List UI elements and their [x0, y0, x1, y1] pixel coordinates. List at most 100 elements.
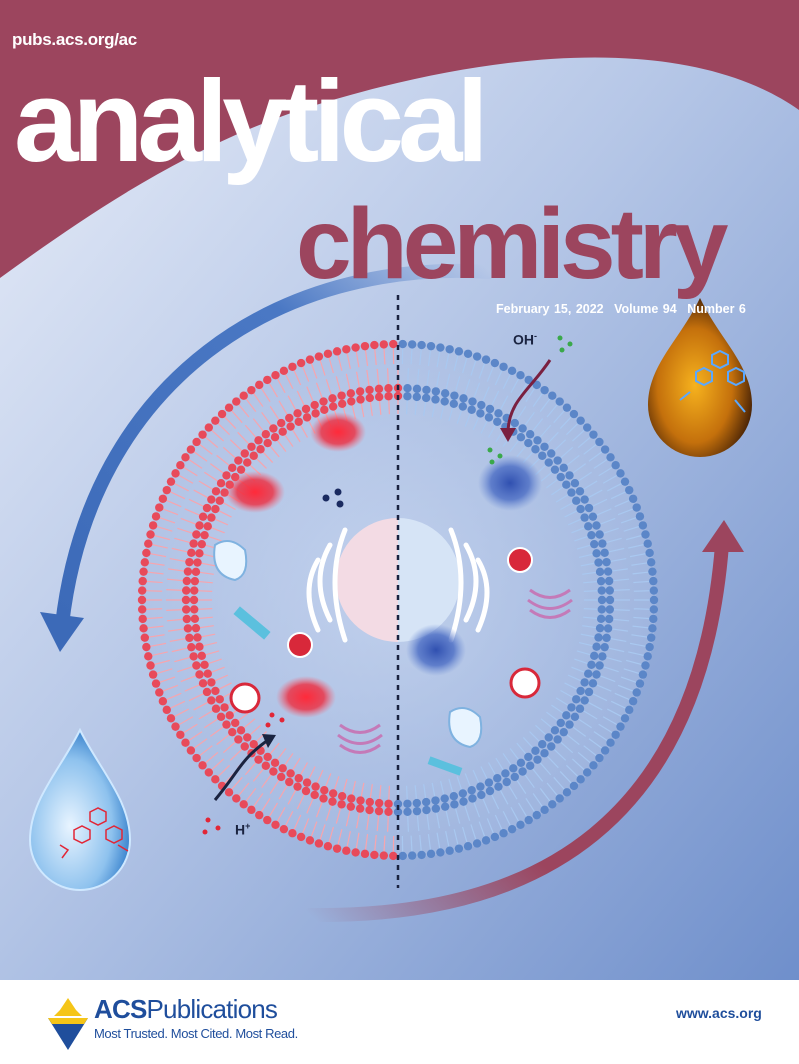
lipid-head: [494, 782, 503, 791]
lipid-head: [215, 496, 224, 505]
lipid-head: [598, 539, 607, 548]
lipid-head: [604, 614, 614, 624]
lipid-head: [365, 393, 375, 403]
lipid-head: [255, 380, 264, 390]
lipid-head: [532, 380, 541, 390]
lipid-head: [550, 726, 560, 735]
lipid-head: [207, 495, 216, 504]
lipid-head: [278, 764, 287, 773]
lipid-head: [192, 753, 201, 763]
lipid-head: [142, 548, 151, 558]
blue-dots: [322, 488, 344, 508]
lipid-head: [403, 799, 412, 808]
lipid-head: [638, 670, 648, 679]
lipid-head: [393, 799, 403, 809]
lipid-head: [370, 340, 379, 350]
lipid-head: [207, 513, 216, 522]
lipid-head: [151, 679, 161, 688]
lipid-head: [595, 530, 604, 539]
lipid-head: [485, 404, 495, 414]
lipid-head: [484, 778, 494, 787]
lipid-head: [181, 595, 191, 605]
lipid-head: [337, 391, 346, 400]
lipid-head: [436, 848, 445, 857]
lipid-head: [189, 652, 198, 661]
lipid-head: [516, 758, 526, 767]
lipid-head: [638, 521, 648, 530]
lipid-head: [193, 558, 202, 567]
lipid-head: [509, 764, 518, 773]
red-mitochondrion: [276, 676, 336, 718]
lipid-head: [481, 836, 491, 845]
lipid-head: [582, 768, 592, 777]
lipid-head: [548, 391, 557, 400]
lipid-head: [417, 340, 426, 350]
lipid-head: [228, 727, 237, 737]
lipid-head: [606, 738, 615, 747]
cover-illustration: [0, 0, 799, 980]
lipid-head: [370, 850, 379, 860]
lipid-head: [588, 512, 598, 521]
lipid-head: [490, 832, 500, 842]
lipid-head: [234, 456, 243, 465]
proton-text: H: [235, 821, 246, 838]
lipid-head: [476, 409, 485, 418]
lipid-head: [587, 660, 596, 670]
lipid-head: [211, 686, 220, 696]
lipid-head: [191, 567, 201, 577]
lipid-head: [278, 427, 287, 436]
lipid-head: [398, 851, 407, 861]
lipid-head: [279, 366, 289, 376]
lipid-head: [263, 815, 272, 825]
publisher-name: ACSPublications: [94, 994, 278, 1024]
lipid-head: [643, 539, 652, 548]
lipid-head: [595, 753, 604, 763]
lipid-head: [421, 393, 431, 403]
lipid-head: [236, 726, 246, 735]
lipid-head: [510, 418, 519, 428]
lipid-head: [389, 339, 398, 349]
lipid-head: [286, 769, 295, 778]
lipid-head: [533, 755, 542, 764]
hydroxide-charge: -: [534, 331, 537, 341]
blue-organelle: [478, 455, 542, 511]
lipid-head: [151, 512, 161, 521]
lipid-head: [440, 389, 450, 398]
website-link[interactable]: www.acs.org: [676, 1005, 762, 1021]
lipid-head: [247, 805, 256, 815]
lipid-head: [310, 790, 319, 800]
lipid-head: [641, 530, 650, 539]
lipid-head: [186, 746, 196, 755]
lipid-head: [374, 798, 384, 808]
lipid-head: [279, 824, 289, 834]
lipid-head: [138, 614, 147, 624]
lipid-head: [516, 820, 525, 829]
vacuole: [213, 540, 248, 582]
lipid-head: [166, 477, 176, 486]
lipid-head: [582, 423, 592, 432]
hydroxide-text: OH: [513, 331, 534, 348]
lipid-head: [628, 697, 638, 706]
lipid-head: [293, 409, 302, 418]
lipid-head: [600, 642, 609, 652]
lipid-head: [215, 695, 224, 704]
acs-eagle-logo-icon: [48, 998, 88, 1050]
lipid-head: [139, 567, 148, 576]
lipid-head: [202, 503, 212, 513]
lipid-head: [171, 722, 180, 731]
lipid-head: [302, 413, 312, 422]
hydroxide-label: OH-: [513, 328, 537, 348]
lipid-head: [516, 433, 526, 442]
lipid-head: [604, 576, 614, 586]
lipid-head: [277, 772, 286, 782]
lipid-head: [243, 458, 252, 467]
lipid-head: [544, 733, 553, 742]
lipid-head: [616, 722, 625, 731]
lipid-head: [403, 807, 412, 816]
lipid-head: [384, 799, 393, 808]
lipid-head: [211, 775, 220, 784]
lipid-head: [449, 399, 459, 408]
lipid-head: [606, 453, 615, 462]
lipid-head: [234, 735, 243, 744]
hydroxide-entry-arrow: [506, 359, 552, 431]
